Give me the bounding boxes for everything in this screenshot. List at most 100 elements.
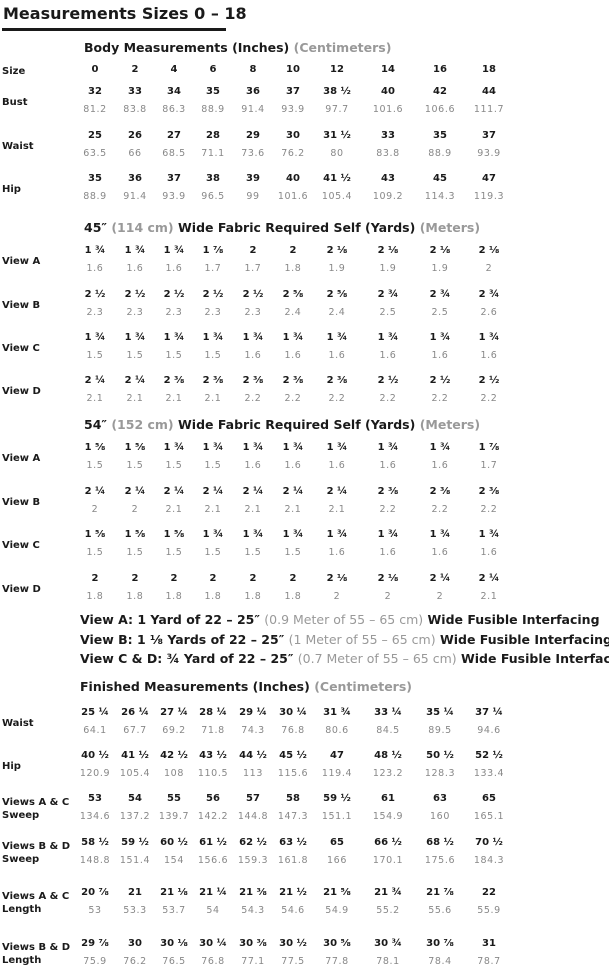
inch-value: 41 ½ [323,173,351,184]
text-line: View A: 1 Yard of 22 – 25″ (0.9 Meter of… [80,612,600,627]
inch-value: 2 ¼ [429,573,451,584]
inch-value: 45 ½ [279,750,307,761]
cm-value: 73.6 [241,148,265,159]
inch-value: 34 [167,86,181,97]
cm-value: 108 [164,768,184,779]
cm-value: 86.3 [162,104,186,115]
inch-value: 40 ½ [81,750,109,761]
cm-value: 2.1 [165,393,183,404]
cm-value: 75.9 [83,956,107,967]
inch-value: 59 ½ [121,837,149,848]
cm-value: 2.2 [379,504,397,515]
text-line: View B: 1 ⅛ Yards of 22 – 25″ (1 Meter o… [80,632,609,647]
inch-value: 29 ⅞ [81,938,109,949]
size-value: 16 [433,64,447,75]
cm-value: 76.5 [162,956,186,967]
text-part: (Meters) [419,417,481,432]
inch-value: 63 [433,793,447,804]
cm-value: 1.5 [204,547,222,558]
inch-value: 2 ¼ [478,573,500,584]
text-part: (0.9 Meter of 55 – 65 cm) [264,612,424,627]
cm-value: 91.4 [241,104,265,115]
cm-value: 1.5 [204,460,222,471]
inch-value: 37 [167,173,181,184]
cm-value: 105.4 [321,191,353,202]
cm-value: 1.6 [480,547,498,558]
cm-value: 1.5 [165,460,183,471]
inch-value: 38 [206,173,220,184]
text-part: (1 Meter of 55 – 65 cm) [288,631,436,647]
cm-value: 78.4 [428,956,452,967]
inch-value: 1 ⅞ [478,442,500,453]
inch-value: 2 ½ [163,289,185,300]
cm-value: 54.3 [241,905,265,916]
row-label-line: Bust [2,96,28,108]
inch-value: 58 ½ [81,837,109,848]
inch-value: 2 ½ [124,289,146,300]
cm-value: 133.4 [473,768,505,779]
row-label-line: Views A & C [2,797,70,808]
cm-value: 2.1 [204,393,222,404]
text-part: (Centimeters) [314,679,412,694]
size-value: 4 [170,64,178,75]
size-value: 0 [91,64,99,75]
text-part: (Centimeters) [293,40,392,55]
cm-value: 1.6 [379,547,397,558]
inch-value: 50 ½ [426,750,454,761]
cm-value: 2 [436,591,444,602]
inch-value: 1 ¾ [377,332,399,343]
cm-value: 2.2 [244,393,262,404]
cm-value: 165.1 [473,811,505,822]
cm-value: 175.6 [424,855,456,866]
cm-value: 2 [91,504,99,515]
row-label: Bust [2,96,27,109]
cm-value: 1.5 [204,350,222,361]
row-label-line: Views B & D [2,841,71,852]
inch-value: 30 ⅞ [426,938,454,949]
cm-value: 109.2 [372,191,404,202]
cm-value: 2.6 [480,307,498,318]
text-line: 45″ (114 cm) Wide Fabric Required Self (… [84,220,480,235]
cm-value: 2.2 [328,393,346,404]
text-part: 45″ [84,220,107,235]
inch-value: 1 ¾ [377,442,399,453]
cm-value: 74.3 [241,725,265,736]
cm-value: 2.2 [284,393,302,404]
inch-value: 2 ⅛ [478,245,500,256]
inch-value: 37 ¼ [475,707,503,718]
inch-value: 47 [330,750,344,761]
inch-value: 2 [249,573,257,584]
inch-value: 48 ½ [374,750,402,761]
size-value: 6 [209,64,217,75]
cm-value: 54.9 [325,905,349,916]
cm-value: 1.5 [165,547,183,558]
inch-value: 30 [286,130,300,141]
inch-value: 42 ½ [160,750,188,761]
inch-value: 2 ⅛ [429,245,451,256]
inch-value: 1 ¾ [282,332,304,343]
inch-value: 2 ¼ [202,486,224,497]
cm-value: 1.9 [379,263,397,274]
cm-value: 154.9 [372,811,404,822]
row-label-line: View B [2,496,41,508]
inch-value: 30 ¼ [199,938,227,949]
inch-value: 2 ⅝ [282,289,304,300]
inch-value: 58 [286,793,300,804]
cm-value: 2.1 [244,504,262,515]
row-label: Size [2,66,26,77]
inch-value: 1 ¾ [478,529,500,540]
inch-value: 41 ½ [121,750,149,761]
cm-value: 99 [246,191,260,202]
cm-value: 1.6 [328,460,346,471]
inch-value: 1 ¾ [124,332,146,343]
cm-value: 1.5 [244,547,262,558]
inch-value: 26 ¼ [121,707,149,718]
cm-value: 101.6 [372,104,404,115]
row-label-line: View B [2,299,41,311]
inch-value: 54 [128,793,142,804]
inch-value: 30 ⅝ [323,938,351,949]
cm-value: 2.1 [284,504,302,515]
inch-value: 1 ¾ [84,332,106,343]
inch-value: 37 [482,130,496,141]
cm-value: 151.4 [119,855,151,866]
